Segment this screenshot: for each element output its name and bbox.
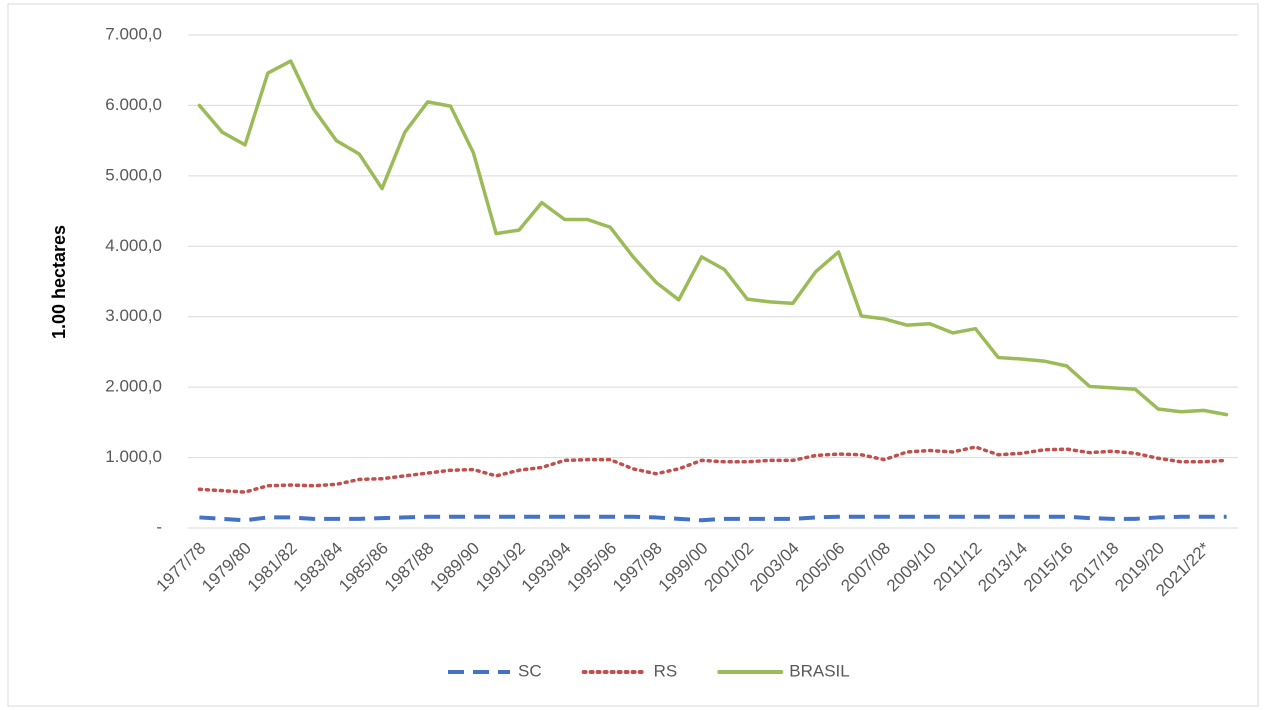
legend-label: RS [654,661,678,680]
legend-label: BRASIL [789,661,849,680]
y-tick-label: 7.000,0 [105,24,162,43]
y-tick-label: 6.000,0 [105,95,162,114]
y-tick-label: 5.000,0 [105,165,162,184]
y-tick-label: 1.000,0 [105,447,162,466]
y-tick-label: 2.000,0 [105,377,162,396]
series-line [197,445,1229,494]
y-tick-label: 3.000,0 [105,306,162,325]
y-tick-label: - [156,517,162,536]
y-axis-title: 1.00 hectares [49,225,69,339]
series-line [199,514,1227,523]
chart-frame [7,3,1259,707]
y-tick-label: 4.000,0 [105,236,162,255]
legend-label: SC [518,661,542,680]
series-line [197,59,1229,417]
